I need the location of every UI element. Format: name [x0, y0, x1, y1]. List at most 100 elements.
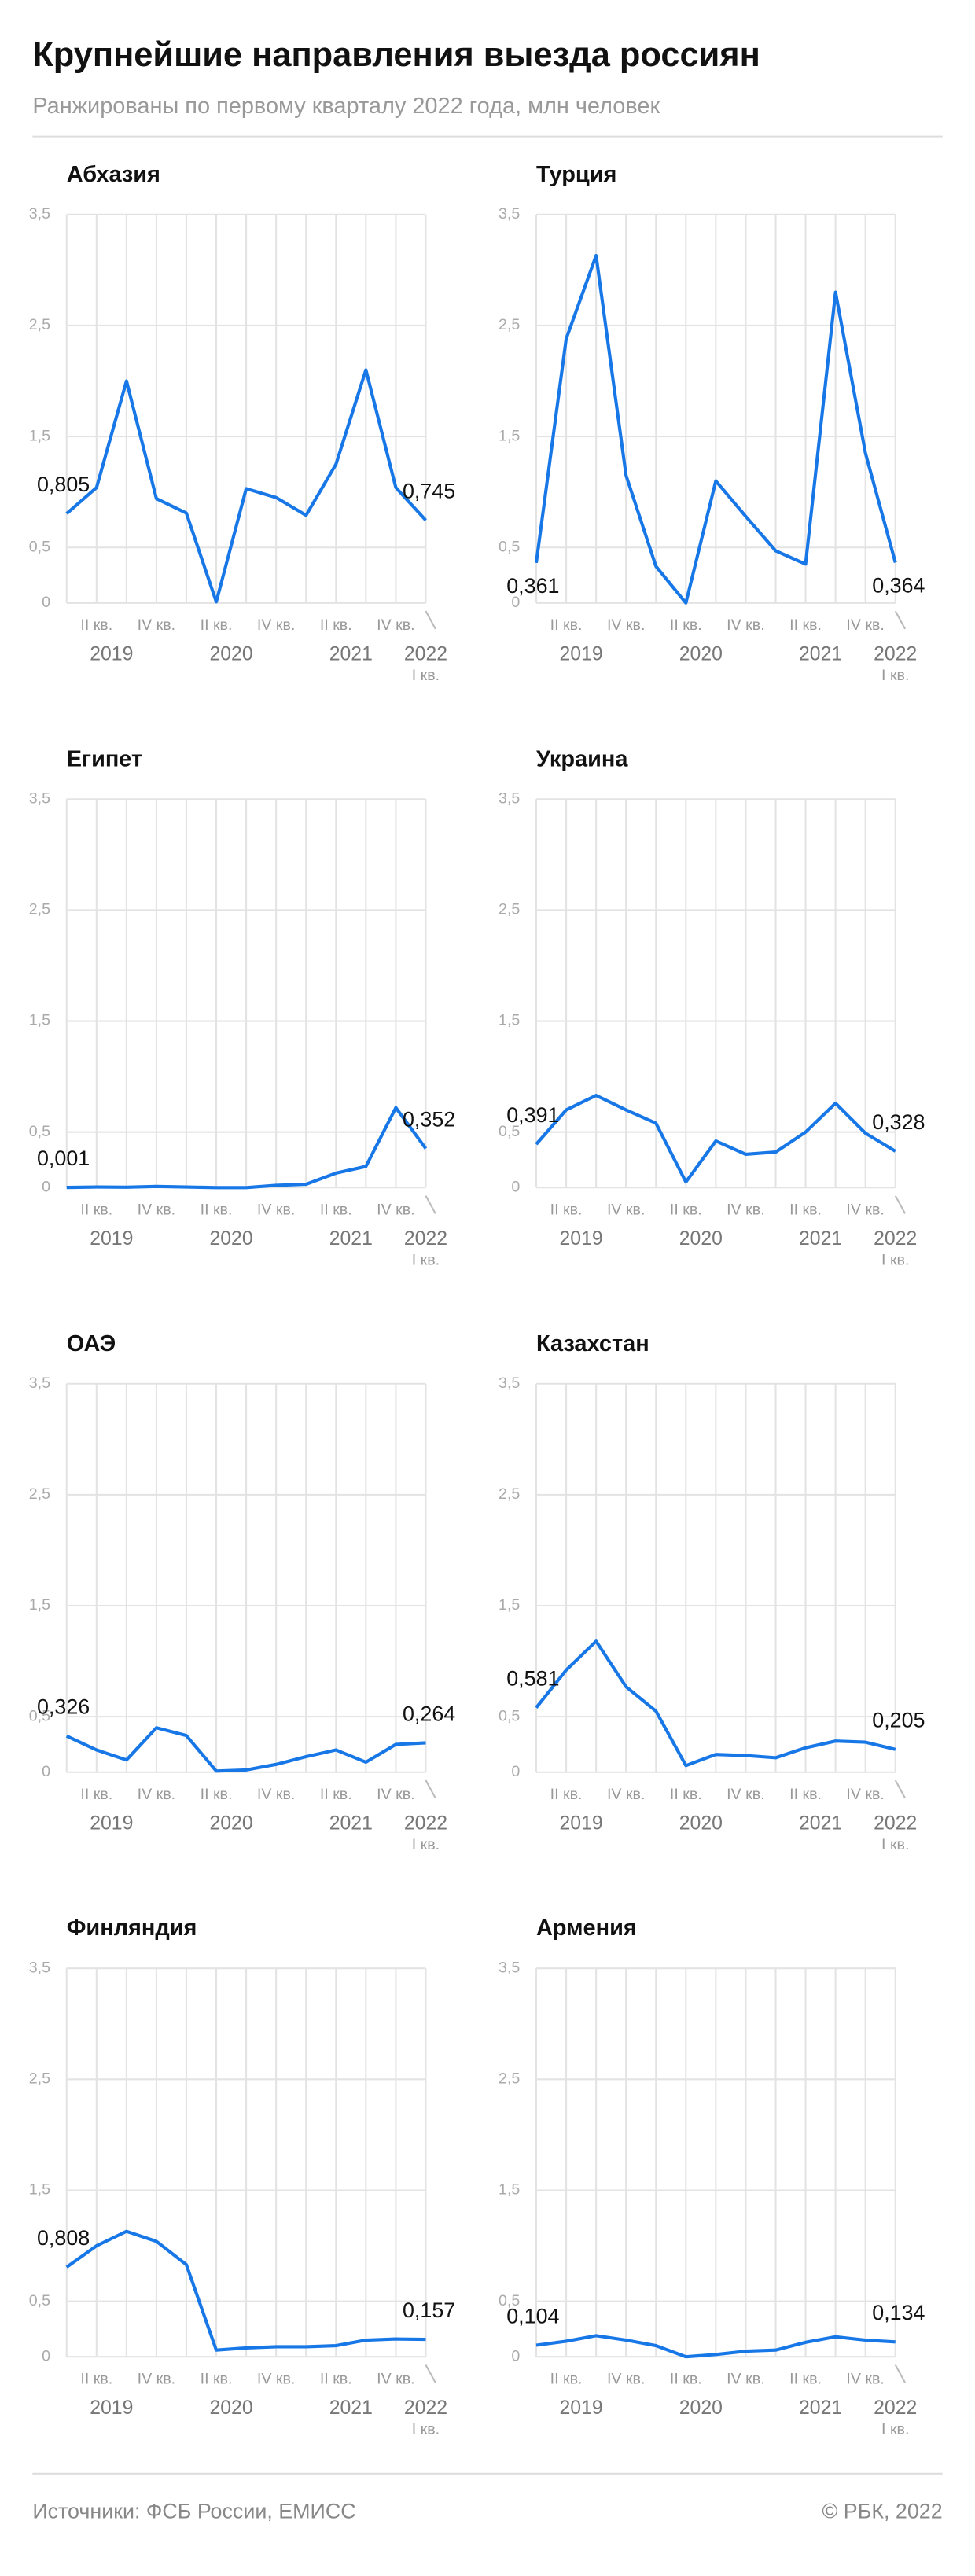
y-tick-label: 2,5	[29, 1485, 50, 1503]
x-tick-label: IV кв.	[257, 1201, 295, 1218]
year-label: 2022	[874, 643, 917, 664]
x-tick-label: IV кв.	[257, 2370, 295, 2387]
x-tick-label: IV кв.	[138, 1201, 175, 1218]
chart-title: Армения	[536, 1915, 637, 1941]
x-tick-label: II кв.	[320, 1786, 352, 1803]
x-tick-label: IV кв.	[727, 616, 764, 634]
y-tick-label: 0	[511, 2347, 520, 2364]
y-tick-label: 2,5	[499, 1485, 520, 1503]
year-label: 2020	[209, 2398, 252, 2419]
tick-slash	[425, 1195, 436, 1214]
y-tick-label: 0	[42, 594, 50, 611]
year-label: 2019	[560, 2398, 603, 2419]
year-label: 2021	[329, 1812, 373, 1834]
y-tick-label: 0,5	[29, 2292, 50, 2309]
y-tick-label: 0	[511, 1763, 520, 1780]
y-tick-label: 2,5	[499, 316, 520, 333]
x-tick-label: I кв.	[881, 2420, 909, 2438]
y-tick-label: 1,5	[499, 1012, 520, 1029]
year-label: 2021	[329, 2398, 373, 2419]
chart-title: Абхазия	[67, 162, 160, 187]
x-tick-label: IV кв.	[727, 2370, 764, 2387]
x-tick-label: II кв.	[550, 616, 583, 634]
value-label: 0,326	[37, 1695, 90, 1719]
x-tick-label: I кв.	[412, 667, 440, 684]
x-tick-label: II кв.	[670, 2370, 702, 2387]
data-line	[535, 1094, 896, 1184]
chart-title: Казахстан	[536, 1331, 649, 1356]
value-label: 0,001	[37, 1146, 90, 1170]
y-tick-label: 2,5	[29, 901, 50, 918]
data-line	[65, 2229, 426, 2352]
value-label: 0,205	[872, 1709, 925, 1732]
y-tick-label: 0,5	[499, 1123, 520, 1140]
year-label: 2020	[679, 1812, 723, 1834]
tick-slash	[894, 610, 907, 630]
year-label: 2021	[799, 1812, 842, 1834]
y-tick-label: 0,5	[499, 2292, 520, 2309]
year-label: 2022	[404, 643, 447, 664]
y-tick-label: 0	[511, 594, 520, 611]
y-tick-label: 2,5	[29, 316, 50, 333]
x-tick-label: IV кв.	[846, 1201, 884, 1218]
source: Источники: ФСБ России, ЕМИСС	[32, 2499, 355, 2523]
x-tick-label: IV кв.	[727, 1201, 764, 1218]
value-label: 0,352	[403, 1108, 455, 1132]
x-tick-label: II кв.	[80, 616, 112, 634]
x-tick-label: IV кв.	[138, 1786, 175, 1803]
x-tick-label: I кв.	[412, 1836, 440, 1853]
x-tick-label: II кв.	[320, 1201, 352, 1218]
y-tick-label: 1,5	[29, 1596, 50, 1614]
x-tick-label: IV кв.	[377, 1201, 414, 1218]
x-tick-label: II кв.	[550, 2370, 583, 2387]
year-label: 2021	[329, 1228, 373, 1249]
value-label: 0,808	[37, 2226, 90, 2250]
y-tick-label: 3,5	[29, 1959, 50, 1976]
y-tick-label: 1,5	[29, 427, 50, 444]
x-tick-label: II кв.	[320, 2370, 352, 2387]
y-tick-label: 0	[42, 1178, 50, 1195]
x-tick-label: IV кв.	[607, 1201, 645, 1218]
value-label: 0,581	[506, 1667, 559, 1691]
year-label: 2019	[90, 1228, 133, 1249]
x-tick-label: I кв.	[412, 2420, 440, 2438]
x-tick-label: IV кв.	[846, 2370, 884, 2387]
y-tick-label: 0	[42, 1763, 50, 1780]
x-tick-label: II кв.	[550, 1786, 583, 1803]
x-tick-label: II кв.	[201, 2370, 233, 2387]
x-tick-label: II кв.	[789, 1786, 822, 1803]
x-tick-label: II кв.	[201, 1786, 233, 1803]
x-tick-label: IV кв.	[727, 1786, 764, 1803]
year-label: 2022	[404, 1812, 447, 1834]
year-label: 2021	[329, 643, 373, 664]
value-label: 0,264	[403, 1702, 455, 1725]
y-tick-label: 0,5	[29, 1707, 50, 1724]
y-tick-label: 2,5	[29, 2070, 50, 2088]
year-label: 2020	[209, 1228, 252, 1249]
year-label: 2022	[404, 2398, 447, 2419]
x-tick-label: IV кв.	[607, 2370, 645, 2387]
year-label: 2022	[874, 1812, 917, 1834]
copyright: © РБК, 2022	[822, 2499, 943, 2523]
year-label: 2019	[560, 1228, 603, 1249]
tick-slash	[894, 1779, 907, 1799]
chart-title: Украина	[536, 746, 628, 771]
tick-slash	[894, 2364, 907, 2383]
y-tick-label: 1,5	[29, 1012, 50, 1029]
x-tick-label: II кв.	[550, 1201, 583, 1218]
x-tick-label: II кв.	[670, 616, 702, 634]
year-label: 2019	[90, 2398, 133, 2419]
value-label: 0,361	[506, 574, 559, 598]
y-tick-label: 2,5	[499, 2070, 520, 2088]
x-tick-label: II кв.	[80, 2370, 112, 2387]
x-tick-label: I кв.	[881, 1251, 909, 1268]
year-label: 2020	[679, 643, 723, 664]
x-tick-label: II кв.	[320, 616, 352, 634]
x-tick-label: IV кв.	[377, 2370, 414, 2387]
y-tick-label: 0,5	[499, 1707, 520, 1724]
y-tick-label: 3,5	[499, 1374, 520, 1392]
x-tick-label: IV кв.	[846, 616, 884, 634]
value-label: 0,328	[872, 1110, 925, 1134]
